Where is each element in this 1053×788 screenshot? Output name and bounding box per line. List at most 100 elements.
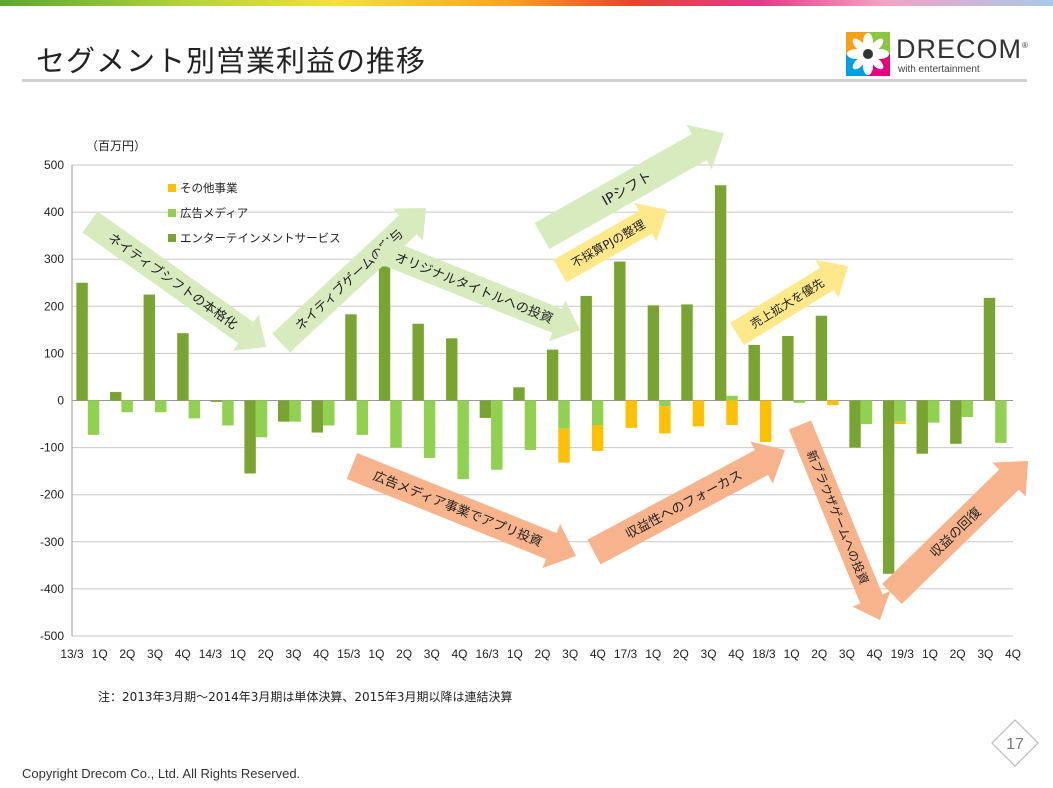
arrow-shape: [730, 260, 849, 346]
x-tick-label: 3Q: [562, 647, 578, 661]
bar-entertainment: [546, 349, 559, 401]
bar-entertainment: [378, 266, 391, 401]
x-tick-label: 4Q: [175, 647, 191, 661]
bar-entertainment: [278, 400, 290, 422]
x-tick-label: 15/3: [337, 647, 361, 661]
bar-entertainment: [446, 338, 458, 401]
x-tick-label: 2Q: [258, 647, 274, 661]
footnote: 注：2013年3月期～2014年3月期は単体決算、2015年3月期以降は連結決算: [98, 690, 513, 704]
bar-entertainment: [815, 315, 828, 401]
bar-ad-media: [188, 400, 201, 419]
legend-label: その他事業: [180, 181, 238, 195]
y-tick-label: 200: [44, 299, 64, 313]
logo-wordmark: DRECOM®: [896, 34, 1029, 64]
bar-ad-media: [726, 395, 738, 401]
bar-ad-media: [121, 400, 133, 413]
bar-other: [625, 400, 637, 428]
y-tick-label: -100: [40, 441, 64, 455]
bar-other: [591, 424, 604, 451]
arrow-label: 売上拡大を優先: [747, 275, 826, 332]
bar-entertainment: [681, 304, 693, 401]
x-tick-label: 2Q: [396, 647, 412, 661]
bar-ad-media: [491, 400, 503, 470]
x-tick-label: 3Q: [285, 647, 301, 661]
x-tick-label: 1Q: [230, 647, 246, 661]
annotation-arrow: 収益の回復: [882, 460, 1029, 605]
bar-ad-media: [457, 400, 469, 480]
bar-ad-media: [591, 400, 604, 425]
bar-entertainment: [76, 282, 88, 401]
bar-ad-media: [558, 400, 570, 429]
bar-ad-media: [255, 400, 268, 438]
bar-entertainment: [748, 344, 760, 401]
arrow-shape: [346, 453, 576, 569]
bar-entertainment: [782, 335, 794, 401]
bar-entertainment: [244, 400, 256, 474]
x-tick-label: 2Q: [534, 647, 550, 661]
bar-ad-media: [860, 400, 873, 425]
x-tick-label: 1Q: [645, 647, 661, 661]
y-tick-label: 400: [44, 205, 64, 219]
arrow-label: オリジナルタイトルへの投資: [393, 250, 556, 328]
legend-swatch: [168, 209, 176, 217]
x-tick-label: 3Q: [977, 647, 993, 661]
bar-entertainment: [210, 400, 223, 402]
bar-entertainment: [714, 185, 727, 401]
bar-entertainment: [849, 400, 861, 448]
flower-logo-icon: [846, 32, 890, 76]
x-tick-label: 4Q: [590, 647, 606, 661]
drecom-logo: DRECOM® with entertainment: [846, 32, 1029, 76]
bar-entertainment: [580, 295, 592, 401]
arrow-shape: [788, 420, 891, 620]
arrow-label: 新ブラウザゲームへの投資: [804, 448, 872, 587]
x-tick-label: 16/3: [475, 647, 499, 661]
x-tick-label: 3Q: [839, 647, 855, 661]
slide-title: セグメント別営業利益の推移: [36, 44, 427, 78]
y-unit-label: （百万円）: [86, 139, 146, 153]
x-tick-label: 4Q: [728, 647, 744, 661]
x-tick-label: 19/3: [891, 647, 915, 661]
x-tick-label: 4Q: [451, 647, 467, 661]
x-tick-label: 2Q: [673, 647, 689, 661]
bar-entertainment: [143, 294, 156, 401]
bar-ad-media: [323, 400, 335, 426]
bar-entertainment: [479, 400, 492, 418]
arrow-shape: [375, 237, 581, 342]
bar-ad-media: [87, 400, 100, 435]
bar-entertainment: [513, 387, 525, 401]
page-number-badge: 17: [991, 719, 1039, 767]
bar-other: [692, 400, 705, 427]
bar-ad-media: [927, 400, 940, 423]
bar-ad-media: [155, 400, 167, 413]
y-tick-label: 0: [57, 394, 64, 408]
bar-entertainment: [983, 297, 996, 401]
bar-entertainment: [614, 261, 626, 401]
annotation-arrow: 新ブラウザゲームへの投資: [788, 420, 891, 620]
operating-profit-chart: 500 400 300 200 100 0 -100 -200 -300 -400 -500 （百万円…: [40, 124, 1029, 661]
bar-entertainment: [311, 400, 324, 433]
bar-other: [558, 428, 570, 463]
bar-entertainment: [882, 400, 895, 574]
x-tick-label: 1Q: [368, 647, 384, 661]
y-tick-label: -200: [40, 488, 64, 502]
x-tick-label: 1Q: [92, 647, 108, 661]
bar-entertainment: [950, 400, 962, 444]
x-tick-label: 3Q: [701, 647, 717, 661]
bar-ad-media: [659, 400, 671, 407]
bar-ad-media: [995, 400, 1007, 443]
legend-label: 広告メディア: [180, 206, 248, 220]
bar-entertainment: [412, 323, 424, 401]
annotation-arrow: オリジナルタイトルへの投資: [375, 237, 581, 342]
x-tick-label: 3Q: [147, 647, 163, 661]
bar-entertainment: [647, 305, 660, 401]
title-underline: [22, 79, 1027, 82]
x-tick-label: 2Q: [811, 647, 827, 661]
x-tick-label: 14/3: [199, 647, 223, 661]
y-tick-label: -500: [40, 629, 64, 643]
bar-ad-media: [423, 400, 436, 458]
logo-tagline: with entertainment: [898, 64, 980, 75]
bar-ad-media: [289, 400, 301, 422]
y-tick-label: 500: [44, 158, 64, 172]
x-tick-label: 2Q: [950, 647, 966, 661]
